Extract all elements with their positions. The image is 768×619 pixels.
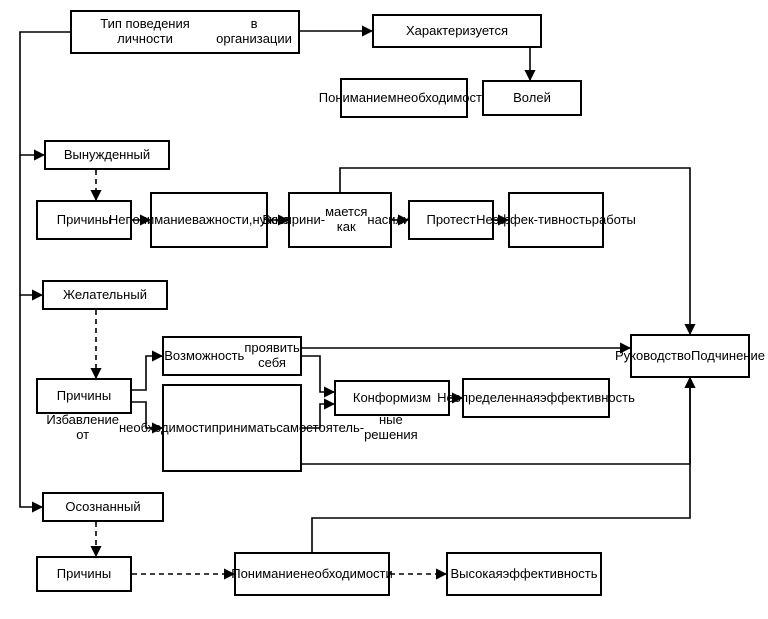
node-high_eff: Высокаяэффективность xyxy=(446,552,602,596)
node-desirable: Желательный xyxy=(42,280,168,310)
node-characterized: Характеризуется xyxy=(372,14,542,48)
node-rel_of_decisions: Избавление отнеобходимостиприниматьсамос… xyxy=(162,384,302,472)
edge xyxy=(132,356,162,390)
node-reasons3: Причины xyxy=(36,556,132,592)
node-leadership: РуководствоПодчинение xyxy=(630,334,750,378)
node-understanding_need: Пониманиемнеобходимости xyxy=(340,78,468,118)
node-conformism: Конформизм xyxy=(334,380,450,416)
node-conscious: Осознанный xyxy=(42,492,164,522)
node-understanding_need2: Пониманиенеобходимости xyxy=(234,552,390,596)
node-undetermined_eff: Неопределеннаяэффективность xyxy=(462,378,610,418)
flowchart-canvas: Тип поведения личностив организации Харак… xyxy=(0,0,768,619)
node-inefficiency: Неэффек-тивностьработы xyxy=(508,192,604,248)
node-will: Волей xyxy=(482,80,582,116)
edge xyxy=(302,356,334,392)
node-misunderstanding: Непониманиеважности,нужности xyxy=(150,192,268,248)
edge xyxy=(20,32,70,155)
node-type_behavior: Тип поведения личностив организации xyxy=(70,10,300,54)
node-self_express: Возможностьпроявить себя xyxy=(162,336,302,376)
node-forced: Вынужденный xyxy=(44,140,170,170)
node-reasons2: Причины xyxy=(36,378,132,414)
node-violence: Восприни-мается какнасилие xyxy=(288,192,392,248)
